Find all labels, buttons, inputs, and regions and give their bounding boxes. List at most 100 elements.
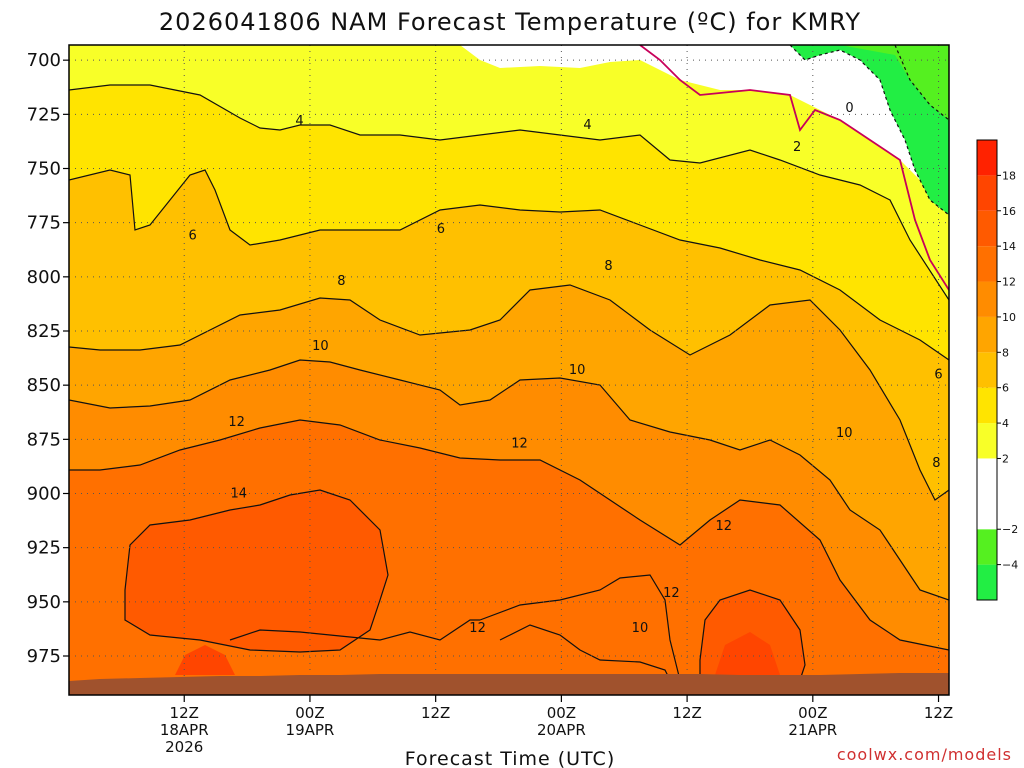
colorbar-swatch bbox=[977, 564, 997, 600]
colorbar-tick-label: −4 bbox=[1002, 559, 1018, 572]
isotherm-10C bbox=[69, 359, 949, 601]
x-tick-label: 19APR bbox=[286, 721, 335, 739]
isotherm-12C bbox=[69, 419, 949, 651]
colorbar-swatch bbox=[977, 387, 997, 424]
x-tick-label: 18APR bbox=[160, 721, 209, 739]
band-0-to-2C bbox=[460, 45, 949, 210]
contour-label: 10 bbox=[632, 621, 649, 636]
x-tick-label: 00Z bbox=[798, 704, 827, 722]
contour-label: 4 bbox=[295, 114, 303, 129]
x-tick-label: 20APR bbox=[537, 721, 586, 739]
y-tick-label: 875 bbox=[27, 429, 61, 450]
y-tick-label: 950 bbox=[27, 592, 61, 613]
plot-frame bbox=[68, 44, 950, 696]
x-tick-label: 12Z bbox=[672, 704, 701, 722]
contour-label: 8 bbox=[337, 274, 345, 289]
credit-text: coolwx.com/models bbox=[837, 745, 1012, 764]
colorbar-swatch bbox=[977, 210, 997, 247]
x-tick-label: 12Z bbox=[170, 704, 199, 722]
colorbar-swatch bbox=[977, 529, 997, 565]
contour-label: 10 bbox=[836, 426, 853, 441]
isotherm-12C-west bbox=[229, 619, 480, 641]
colorbar-tick-label: −2 bbox=[1002, 523, 1018, 536]
isotherm-14C bbox=[124, 489, 389, 653]
contour-label: 10 bbox=[569, 363, 586, 378]
isotherm-14C-east bbox=[699, 589, 806, 681]
contour-label: 12 bbox=[228, 415, 245, 430]
colorbar-tick-label: 2 bbox=[1002, 452, 1009, 465]
contour-label: 4 bbox=[583, 118, 591, 133]
y-tick-label: 925 bbox=[27, 538, 61, 559]
band-below-minus2C bbox=[790, 45, 949, 215]
colorbar-tick-label: 12 bbox=[1002, 276, 1016, 289]
contour-label: 0 bbox=[845, 101, 853, 116]
y-axis: 700 725 750 775 800 825 850 875 900 925 950 975 bbox=[27, 50, 69, 667]
plot-area bbox=[69, 45, 949, 695]
y-tick-label: 825 bbox=[27, 321, 61, 342]
colorbar-swatch bbox=[977, 140, 997, 176]
colorbar-tick-label: 10 bbox=[1002, 311, 1016, 324]
isotherm-12C-lower bbox=[479, 574, 681, 681]
x-tick-label: 2026 bbox=[165, 738, 203, 756]
y-tick-label: 750 bbox=[27, 159, 61, 180]
y-tick-label: 725 bbox=[27, 104, 61, 125]
x-axis-label: Forecast Time (UTC) bbox=[405, 748, 615, 768]
contour-label: 6 bbox=[934, 367, 942, 382]
colorbar-swatch bbox=[977, 316, 997, 353]
band-16-to-18C-east bbox=[715, 632, 780, 675]
colorbar-swatch bbox=[977, 493, 997, 530]
contour-label: 6 bbox=[437, 222, 445, 237]
colorbar-tick-label: 18 bbox=[1002, 169, 1016, 182]
isotherm-8C bbox=[69, 284, 949, 501]
y-tick-label: 975 bbox=[27, 646, 61, 667]
isotherm-4C bbox=[69, 169, 949, 361]
colorbar-swatch bbox=[977, 458, 997, 494]
contour-label: 12 bbox=[511, 437, 528, 452]
isotherm-0C bbox=[639, 45, 949, 291]
isotherm-2C bbox=[69, 84, 949, 301]
colorbar-tick-label: 6 bbox=[1002, 382, 1009, 395]
y-tick-label: 700 bbox=[27, 50, 61, 71]
x-tick-label: 21APR bbox=[788, 721, 837, 739]
isotherm-minus2C bbox=[789, 45, 949, 216]
band-14-to-16C bbox=[125, 490, 388, 652]
grid-lines bbox=[69, 45, 949, 695]
y-tick-label: 850 bbox=[27, 375, 61, 396]
x-tick-label: 12Z bbox=[421, 704, 450, 722]
colorbar-tick-label: 16 bbox=[1002, 205, 1016, 218]
chart-title: 2026041806 NAM Forecast Temperature (ºC)… bbox=[159, 8, 861, 36]
contour-label: 6 bbox=[188, 229, 196, 244]
colorbar-swatch bbox=[977, 352, 997, 388]
colorbar-swatch bbox=[977, 246, 997, 282]
isotherm-contours bbox=[69, 84, 949, 681]
contour-labels: 0244466688810101012121212121014 bbox=[188, 101, 989, 636]
contour-label: 12 bbox=[715, 519, 732, 534]
isotherm-10C-lower bbox=[499, 624, 671, 681]
y-tick-label: 775 bbox=[27, 213, 61, 234]
x-tick-label: 12Z bbox=[924, 704, 953, 722]
colorbar-swatch bbox=[977, 175, 997, 211]
colorbar-frame bbox=[976, 139, 998, 601]
x-tick-label: 00Z bbox=[295, 704, 324, 722]
y-tick-label: 900 bbox=[27, 484, 61, 505]
colorbar-tick-label: 4 bbox=[1002, 417, 1009, 430]
colorbar-tick-label: 14 bbox=[1002, 240, 1016, 253]
contour-label: 8 bbox=[604, 259, 612, 274]
colorbar-tick-label: 8 bbox=[1002, 346, 1009, 359]
colorbar-swatch bbox=[977, 281, 997, 317]
isotherm-minus4C bbox=[894, 45, 949, 121]
band-2-to-4C bbox=[69, 45, 949, 300]
band-16-to-18C bbox=[175, 645, 235, 675]
colorbar-swatch bbox=[977, 423, 997, 459]
contour-label: 8 bbox=[932, 456, 940, 471]
y-tick-label: 800 bbox=[27, 267, 61, 288]
contour-label: 12 bbox=[663, 586, 680, 601]
band-minus4-to-minus2C bbox=[840, 45, 949, 120]
contour-label: 10 bbox=[312, 339, 329, 354]
contour-label: 14 bbox=[230, 487, 247, 502]
ground-surface bbox=[69, 673, 949, 695]
x-tick-label: 00Z bbox=[547, 704, 576, 722]
contour-label: 12 bbox=[469, 621, 486, 636]
